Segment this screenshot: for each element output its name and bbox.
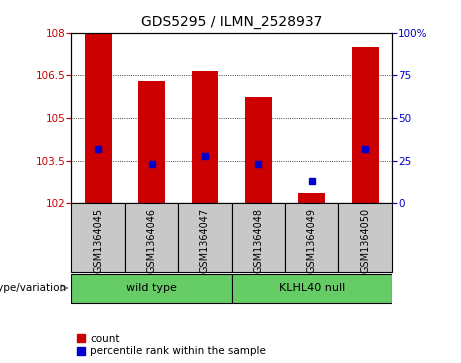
Title: GDS5295 / ILMN_2528937: GDS5295 / ILMN_2528937 xyxy=(141,15,322,29)
Text: GSM1364047: GSM1364047 xyxy=(200,208,210,273)
Text: GSM1364048: GSM1364048 xyxy=(254,208,263,273)
Bar xyxy=(71,274,231,303)
Text: wild type: wild type xyxy=(126,283,177,293)
Text: genotype/variation: genotype/variation xyxy=(0,283,67,293)
Bar xyxy=(352,47,378,203)
Bar xyxy=(125,203,178,272)
Bar xyxy=(245,97,272,203)
Bar xyxy=(192,71,219,203)
Legend: count, percentile rank within the sample: count, percentile rank within the sample xyxy=(77,334,266,356)
Text: GSM1364046: GSM1364046 xyxy=(147,208,157,273)
Bar xyxy=(231,274,392,303)
Bar xyxy=(85,33,112,203)
Bar xyxy=(285,203,338,272)
Text: GSM1364045: GSM1364045 xyxy=(93,208,103,273)
Bar xyxy=(138,81,165,203)
Bar xyxy=(298,193,325,203)
Bar xyxy=(71,203,125,272)
Text: GSM1364049: GSM1364049 xyxy=(307,208,317,273)
Text: GSM1364050: GSM1364050 xyxy=(360,208,370,273)
Bar xyxy=(178,203,231,272)
Bar xyxy=(338,203,392,272)
Bar xyxy=(231,203,285,272)
Text: KLHL40 null: KLHL40 null xyxy=(278,283,345,293)
